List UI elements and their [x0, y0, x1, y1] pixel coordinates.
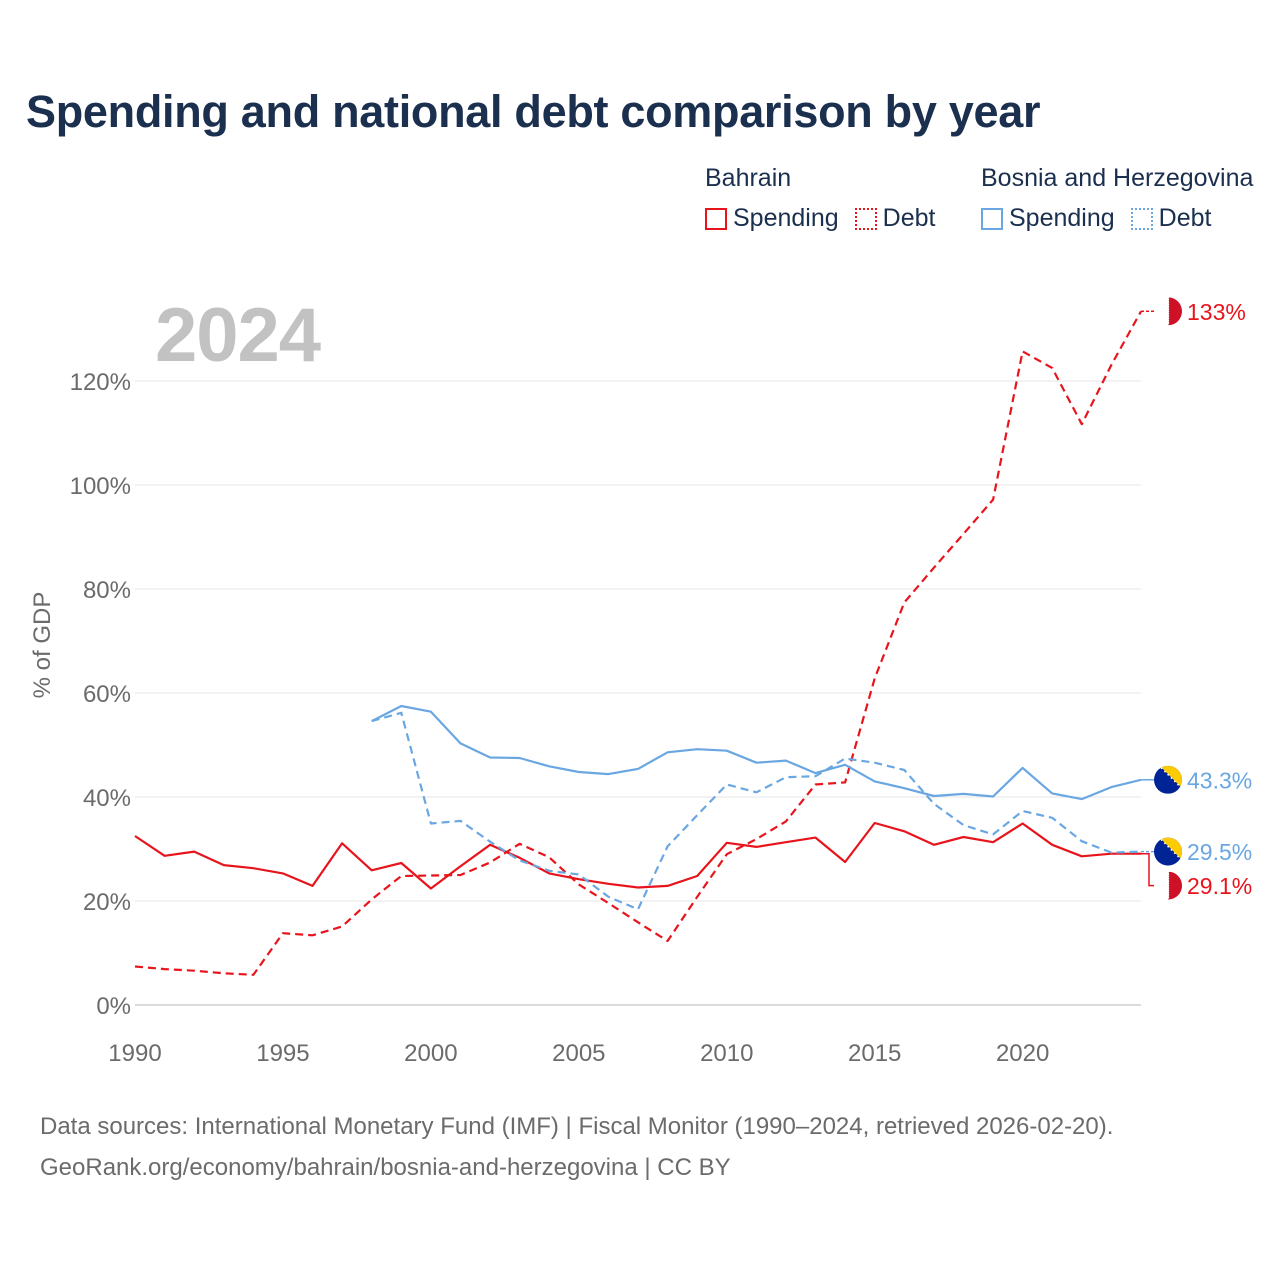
legend-bahrain-spending-label: Spending: [733, 204, 839, 232]
x-tick-label: 2015: [848, 1040, 901, 1067]
chart-title: Spending and national debt comparison by…: [26, 86, 1041, 137]
bosnia-debt-end-label: 29.5%: [1187, 839, 1252, 865]
legend-bahrain-country: Bahrain: [705, 164, 792, 192]
x-tick-label: 2005: [552, 1040, 605, 1067]
legend-dotted-swatch-icon: [854, 207, 877, 230]
end-label-connector: [1141, 852, 1154, 887]
x-tick-label: 2010: [700, 1040, 753, 1067]
bahrain-flag-icon: [1154, 871, 1182, 900]
bahrain-debt-end-label: 133%: [1187, 299, 1246, 325]
y-tick-label: 40%: [83, 785, 131, 812]
bosnia-spending-end-label: 43.3%: [1187, 767, 1252, 793]
legend-bosnia-spending[interactable]: Spending: [981, 204, 1115, 233]
bosnia-flag-icon: [1154, 765, 1182, 794]
legend-bahrain-debt-label: Debt: [882, 204, 936, 232]
year-label: 2024: [155, 293, 321, 378]
bahrain-spending-line[interactable]: [134, 821, 1141, 890]
legend-dotted-swatch-icon: [1130, 207, 1153, 230]
x-tick-label: 2000: [404, 1040, 457, 1067]
legend-bosnia-spending-label: Spending: [1009, 204, 1115, 232]
y-tick-label: 120%: [70, 369, 131, 396]
legend-solid-swatch-icon: [981, 207, 1003, 230]
y-tick-label: 0%: [96, 993, 131, 1020]
bahrain-spending-end-label: 29.1%: [1187, 873, 1252, 899]
legend-bahrain-spending[interactable]: Spending: [705, 204, 839, 233]
legend-bahrain: Bahrain Spending Debt: [705, 162, 935, 233]
bosnia-debt-line[interactable]: [371, 711, 1142, 911]
legend-bosnia-debt[interactable]: Debt: [1130, 204, 1212, 233]
y-axis-label: % of GDP: [29, 592, 56, 699]
legend-bosnia-country: Bosnia and Herzegovina: [981, 164, 1254, 192]
bosnia-spending-line[interactable]: [371, 704, 1142, 801]
legend-bosnia: Bosnia and Herzegovina Spending Debt: [981, 162, 1253, 233]
legend-solid-swatch-icon: [705, 207, 727, 230]
legend-bosnia-debt-label: Debt: [1158, 204, 1212, 232]
y-tick-label: 20%: [83, 889, 131, 916]
y-tick-label: 60%: [83, 681, 131, 708]
legend-bahrain-debt[interactable]: Debt: [854, 204, 936, 233]
bahrain-debt-line[interactable]: [134, 310, 1142, 976]
sources-line-2[interactable]: GeoRank.org/economy/bahrain/bosnia-and-h…: [40, 1154, 731, 1181]
x-tick-label: 1990: [108, 1040, 161, 1067]
data-sources: Data sources: International Monetary Fun…: [40, 1106, 1113, 1188]
sources-line-1: Data sources: International Monetary Fun…: [40, 1113, 1114, 1140]
y-tick-label: 100%: [70, 473, 131, 500]
bosnia-flag-icon: [1154, 837, 1182, 866]
y-tick-label: 80%: [83, 577, 131, 604]
x-tick-label: 1995: [256, 1040, 309, 1067]
bahrain-flag-icon: [1154, 297, 1182, 326]
x-tick-label: 2020: [996, 1040, 1049, 1067]
